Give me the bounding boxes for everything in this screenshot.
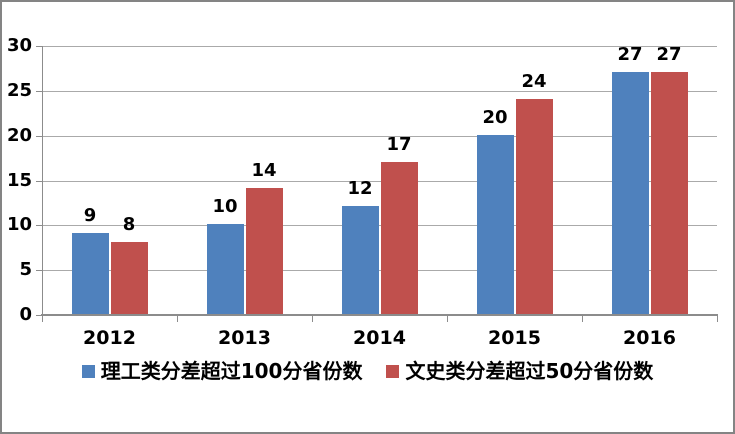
gridline: [42, 46, 717, 47]
y-tick-label: 15: [6, 169, 32, 191]
bar-value-label: 9: [83, 205, 97, 227]
bar-series2-2015: [515, 98, 553, 314]
x-category-label: 2016: [623, 327, 676, 349]
bar-value-label: 24: [521, 70, 547, 92]
plot-area: 9 8 10 14 12 17 20 24 27 27: [36, 43, 718, 322]
bar-value-label: 17: [386, 133, 412, 155]
bar-series1-2016: [611, 71, 649, 314]
bar-series2-2014: [380, 161, 418, 314]
bar-value-label: 20: [482, 106, 508, 128]
y-tick-label: 0: [19, 304, 32, 325]
bar-series2-2016: [650, 71, 688, 314]
y-axis-tick: [36, 270, 42, 272]
legend-item-series1: 理工类分差超过100分省份数: [81, 358, 363, 384]
bar-series1-2012: [71, 233, 109, 314]
x-axis-tick: [447, 316, 448, 322]
y-tick-label: 5: [19, 259, 32, 281]
legend-label: 文史类分差超过50分省份数: [405, 359, 654, 383]
x-category-label: 2012: [83, 327, 136, 349]
x-axis-tick: [717, 316, 718, 322]
bar-series1-2013: [206, 224, 244, 314]
y-tick-label: 25: [6, 79, 32, 101]
bar-value-label: 10: [212, 196, 238, 218]
y-axis-tick: [36, 315, 42, 316]
x-category-label: 2015: [488, 327, 541, 349]
gridline: [42, 225, 717, 227]
bar-series2-2013: [245, 188, 283, 314]
bar-value-label: 27: [656, 43, 682, 65]
x-category-label: 2014: [353, 327, 406, 349]
y-axis-tick: [36, 180, 42, 182]
legend-swatch-icon: [386, 364, 400, 378]
x-category-label: 2013: [218, 327, 271, 349]
x-axis-tick: [42, 316, 43, 322]
bar-value-label: 14: [251, 160, 277, 182]
y-tick-label: 30: [6, 35, 32, 56]
y-axis-tick: [36, 90, 42, 92]
x-axis-tick: [312, 316, 313, 322]
y-axis-tick: [36, 46, 42, 47]
y-axis-line: [42, 46, 43, 315]
gridline: [42, 135, 717, 137]
x-axis-line: [41, 314, 718, 316]
x-axis-tick: [177, 316, 178, 322]
legend-item-series2: 文史类分差超过50分省份数: [386, 358, 653, 384]
bar-value-label: 12: [347, 178, 373, 200]
legend-label: 理工类分差超过100分省份数: [100, 359, 363, 383]
bar-series1-2015: [476, 134, 514, 314]
gridline: [42, 90, 717, 92]
y-axis-tick: [36, 225, 42, 227]
legend-swatch-icon: [81, 364, 95, 378]
bar-series1-2014: [341, 206, 379, 314]
y-axis-tick: [36, 135, 42, 137]
bar-value-label: 27: [617, 43, 643, 65]
legend: 理工类分差超过100分省份数 文史类分差超过50分省份数: [0, 358, 735, 384]
gridline: [42, 270, 717, 272]
gridline: [42, 180, 717, 182]
y-tick-label: 20: [6, 124, 32, 146]
x-axis-tick: [582, 316, 583, 322]
bar-series2-2012: [110, 242, 148, 314]
bar-value-label: 8: [122, 214, 136, 236]
y-tick-label: 10: [6, 214, 32, 236]
